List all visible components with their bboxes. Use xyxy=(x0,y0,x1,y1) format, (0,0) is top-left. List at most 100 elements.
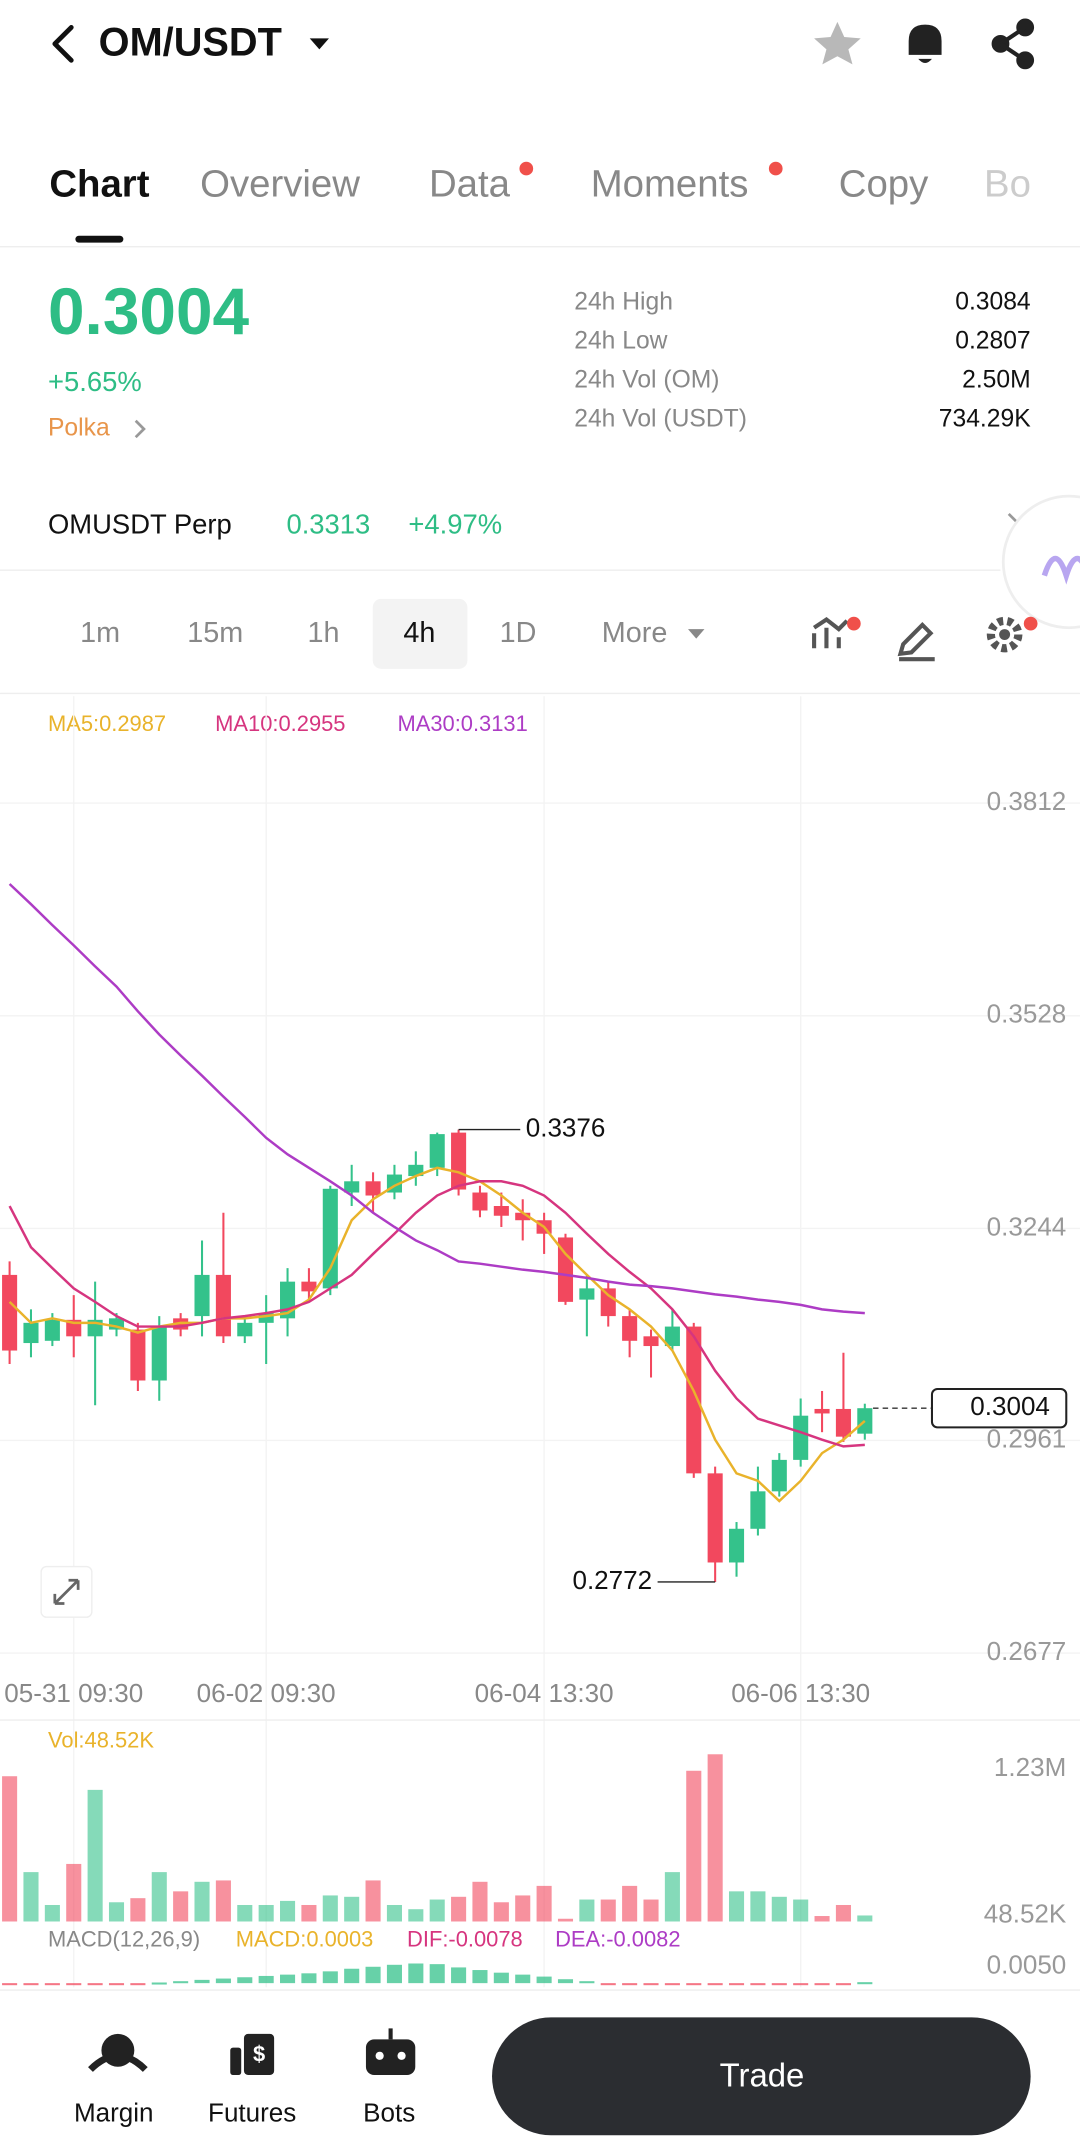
candle-body xyxy=(194,1274,210,1317)
macd-bar xyxy=(536,1976,552,1984)
volume-bar xyxy=(493,1902,509,1922)
candle-body xyxy=(2,1274,18,1351)
candle-body xyxy=(44,1319,60,1341)
badge-dot xyxy=(519,161,534,176)
volume-bar xyxy=(173,1891,189,1922)
volume-bar xyxy=(600,1899,616,1922)
alert-icon[interactable] xyxy=(908,24,942,64)
ma-legend: MA10:0.2955 xyxy=(215,711,345,736)
candle-body xyxy=(814,1408,830,1414)
volume-bar xyxy=(857,1915,873,1922)
trade-button-label[interactable]: Trade xyxy=(720,2056,805,2093)
interval[interactable]: 4h xyxy=(403,617,435,649)
interval-active-bg xyxy=(372,598,468,669)
favorite-icon[interactable] xyxy=(814,21,861,65)
interval[interactable]: More xyxy=(602,617,668,649)
volume-bar xyxy=(451,1896,467,1922)
candle-body xyxy=(451,1132,467,1190)
interval[interactable]: 1h xyxy=(307,617,339,649)
macd-legend: MACD(12,26,9) xyxy=(48,1926,200,1951)
settings-icon-core xyxy=(999,629,1011,641)
volume-bar xyxy=(386,1904,402,1922)
perp-price: 0.3313 xyxy=(286,509,370,540)
macd-bar xyxy=(664,1983,680,1986)
settings-icon[interactable] xyxy=(986,616,1023,653)
futures-icon[interactable]: $ xyxy=(230,2033,275,2075)
macd-bar xyxy=(472,1970,488,1984)
draw-icon[interactable] xyxy=(897,622,935,662)
volume-bar xyxy=(258,1904,274,1922)
nav-label[interactable]: Margin xyxy=(74,2098,154,2128)
candle-body xyxy=(472,1192,488,1211)
macd-bar xyxy=(707,1983,723,1986)
macd-bar xyxy=(429,1964,445,1984)
candle-body xyxy=(23,1322,39,1344)
volume-bar xyxy=(108,1902,125,1922)
volume-bar xyxy=(515,1895,531,1922)
trade-button[interactable] xyxy=(492,2017,1031,2136)
macd-bar xyxy=(237,1977,253,1984)
tab[interactable]: Moments xyxy=(591,163,749,206)
candle-body xyxy=(707,1473,723,1563)
macd-bar xyxy=(728,1983,745,1986)
perp-name[interactable]: OMUSDT Perp xyxy=(48,509,232,540)
interval[interactable]: 1D xyxy=(500,617,537,649)
x-tick-label: 06-02 09:30 xyxy=(197,1678,336,1708)
stat-label: 24h Vol (USDT) xyxy=(574,406,747,433)
macd-bar xyxy=(493,1972,509,1984)
indicator-icon[interactable] xyxy=(812,616,849,649)
pair-dropdown[interactable] xyxy=(309,38,329,50)
badge-dot xyxy=(768,161,783,176)
bots-icon[interactable] xyxy=(365,2028,416,2075)
macd-bar xyxy=(750,1983,766,1986)
interval[interactable]: 1m xyxy=(80,617,120,649)
volume-bar xyxy=(643,1899,659,1922)
tab[interactable]: Bo xyxy=(984,163,1031,206)
candle-body xyxy=(108,1318,125,1330)
macd-bar xyxy=(23,1983,39,1986)
tab[interactable]: Chart xyxy=(49,163,149,206)
tab[interactable]: Overview xyxy=(200,163,360,206)
stat-value: 734.29K xyxy=(939,406,1031,433)
stat-label: 24h High xyxy=(574,288,673,315)
nav-label[interactable]: Bots xyxy=(363,2098,415,2128)
macd-bar xyxy=(215,1978,231,1984)
macd-bar xyxy=(686,1983,702,1986)
candle-body xyxy=(643,1336,659,1347)
tab-indicator xyxy=(75,235,124,243)
stat-value: 0.2807 xyxy=(955,327,1030,354)
volume-bar xyxy=(579,1899,595,1922)
tag[interactable]: Polka xyxy=(48,414,110,441)
floating-button[interactable] xyxy=(1001,494,1080,630)
volume-bar xyxy=(429,1899,445,1922)
ma-legend: MA5:0.2987 xyxy=(48,711,166,736)
volume-bar xyxy=(835,1904,851,1922)
volume-bar xyxy=(408,1909,424,1922)
candle-body xyxy=(493,1206,509,1216)
candle-body xyxy=(258,1313,274,1323)
macd-bar xyxy=(771,1983,787,1986)
nav-label[interactable]: Futures xyxy=(208,2098,296,2128)
svg-text:$: $ xyxy=(253,2042,265,2067)
candle-body xyxy=(429,1134,445,1168)
volume-bar xyxy=(280,1900,296,1922)
more-dropdown[interactable] xyxy=(688,629,705,639)
stat-value: 0.3084 xyxy=(955,288,1030,315)
tab[interactable]: Data xyxy=(429,163,511,206)
candle-body xyxy=(301,1281,317,1292)
margin-icon[interactable] xyxy=(88,2033,148,2073)
high-label: 0.3376 xyxy=(526,1112,606,1142)
macd-bar xyxy=(44,1983,60,1986)
macd-bar xyxy=(579,1981,595,1984)
share-icon[interactable] xyxy=(991,18,1035,70)
pair-title[interactable]: OM/USDT xyxy=(99,21,282,65)
back-button[interactable] xyxy=(52,25,74,63)
tab[interactable]: Copy xyxy=(839,163,929,206)
interval[interactable]: 15m xyxy=(187,617,243,649)
volume-bar xyxy=(194,1881,210,1922)
candle-body xyxy=(151,1326,167,1381)
ma-legend: MA30:0.3131 xyxy=(397,711,527,736)
y-tick-label: 0.3812 xyxy=(987,786,1067,816)
x-tick-label: 06-04 13:30 xyxy=(475,1678,614,1708)
volume-bar xyxy=(344,1896,360,1922)
